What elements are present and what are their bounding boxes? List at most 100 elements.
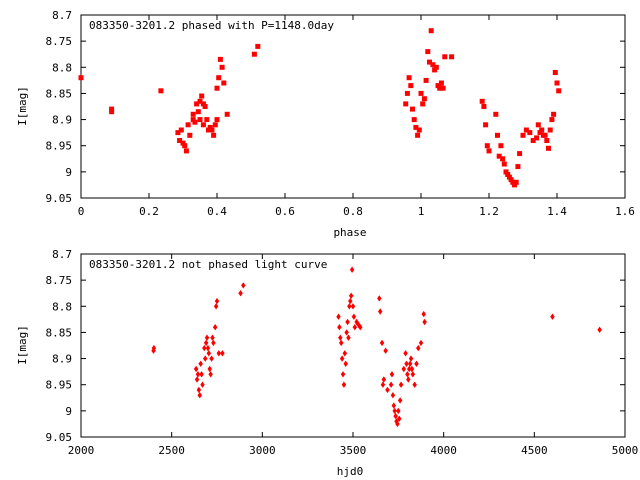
data-point [418, 90, 424, 96]
data-point [196, 386, 202, 394]
y-tick-label: 9 [65, 405, 72, 418]
x-tick-label: 0 [78, 205, 85, 218]
x-tick-label: 0.8 [343, 205, 363, 218]
data-point [505, 172, 511, 177]
x-tick-label: 2000 [68, 444, 95, 457]
y-tick-label: 8.95 [46, 140, 73, 153]
data-point [542, 132, 548, 138]
data-point [440, 85, 446, 91]
data-point [197, 117, 203, 123]
data-point [534, 135, 540, 141]
data-point [527, 130, 533, 136]
data-point [343, 360, 348, 367]
chart-title: 083350-3201.2 not phased light curve [89, 258, 327, 271]
data-point [515, 164, 521, 170]
data-point [552, 70, 558, 75]
data-point [255, 43, 261, 49]
data-point [356, 321, 361, 328]
y-tick-label: 8.95 [46, 379, 73, 392]
data-point [109, 106, 115, 112]
data-point [202, 104, 208, 109]
data-point [416, 127, 422, 133]
data-point [395, 420, 400, 428]
data-points [151, 266, 602, 428]
data-point [393, 412, 398, 420]
data-point [187, 132, 193, 138]
data-point [544, 138, 550, 143]
data-point [535, 122, 541, 128]
data-point [404, 360, 409, 367]
data-point [500, 156, 506, 162]
data-point [551, 111, 557, 117]
data-point [175, 130, 181, 136]
data-point [508, 177, 514, 183]
data-point [241, 282, 246, 289]
data-point [212, 122, 218, 128]
data-point [341, 381, 347, 388]
data-point [392, 407, 397, 415]
data-point [178, 127, 184, 133]
data-point [390, 392, 396, 399]
data-point [412, 381, 417, 388]
data-point [190, 117, 196, 123]
data-point [200, 101, 206, 107]
data-point [425, 49, 431, 55]
data-point [216, 350, 222, 357]
data-point [537, 130, 543, 136]
data-point [503, 169, 509, 175]
data-point [194, 376, 200, 383]
unphased-light-curve-panel: 083350-3201.2 not phased light curve hjd… [16, 248, 638, 478]
data-point [397, 397, 403, 404]
data-point [203, 355, 208, 362]
data-point [422, 318, 427, 326]
data-point [435, 83, 441, 89]
data-point [210, 334, 215, 341]
data-point [438, 80, 444, 86]
data-point [406, 75, 412, 81]
data-point [347, 303, 352, 310]
y-tick-label: 8.75 [46, 35, 73, 48]
data-point [206, 127, 211, 133]
data-point [352, 324, 358, 331]
data-point [214, 85, 220, 91]
data-point [211, 132, 217, 138]
data-point [197, 392, 202, 399]
x-tick-label: 1.6 [615, 205, 635, 218]
y-tick-label: 8.85 [46, 87, 73, 100]
data-point [523, 127, 529, 133]
data-point [409, 365, 415, 373]
data-point [510, 179, 516, 185]
data-point [220, 350, 225, 357]
data-point [398, 381, 404, 388]
data-point [383, 347, 388, 354]
data-point [481, 104, 487, 109]
data-point [199, 93, 205, 99]
axis-ticks: 0 0.2 0.4 0.6 0.8 1 1.2 1.4 1.6 8.7 8.75 8.8 8.85 8.9… [46, 9, 635, 218]
data-point [449, 54, 455, 60]
data-point [197, 98, 203, 104]
data-point [496, 153, 502, 159]
data-point [397, 415, 402, 422]
data-point [495, 132, 500, 138]
y-tick-label: 8.9 [52, 353, 72, 366]
y-tick-label: 8.75 [46, 274, 73, 287]
x-tick-label: 1.4 [547, 205, 567, 218]
data-point [203, 339, 209, 347]
x-tick-label: 0.6 [275, 205, 295, 218]
data-point [192, 119, 198, 125]
data-point [349, 266, 355, 273]
data-point [195, 109, 201, 115]
data-point [416, 344, 421, 352]
data-point [411, 117, 417, 123]
data-point [213, 303, 219, 310]
data-point [202, 344, 207, 352]
data-point [199, 371, 204, 378]
data-point [385, 386, 390, 394]
y-axis-label: I[mag] [16, 325, 29, 365]
data-point [351, 313, 357, 320]
x-tick-label: 3000 [249, 444, 276, 457]
x-tick-label: 1 [418, 205, 425, 218]
data-point [377, 295, 382, 302]
data-point [380, 381, 386, 388]
data-point [479, 98, 485, 104]
